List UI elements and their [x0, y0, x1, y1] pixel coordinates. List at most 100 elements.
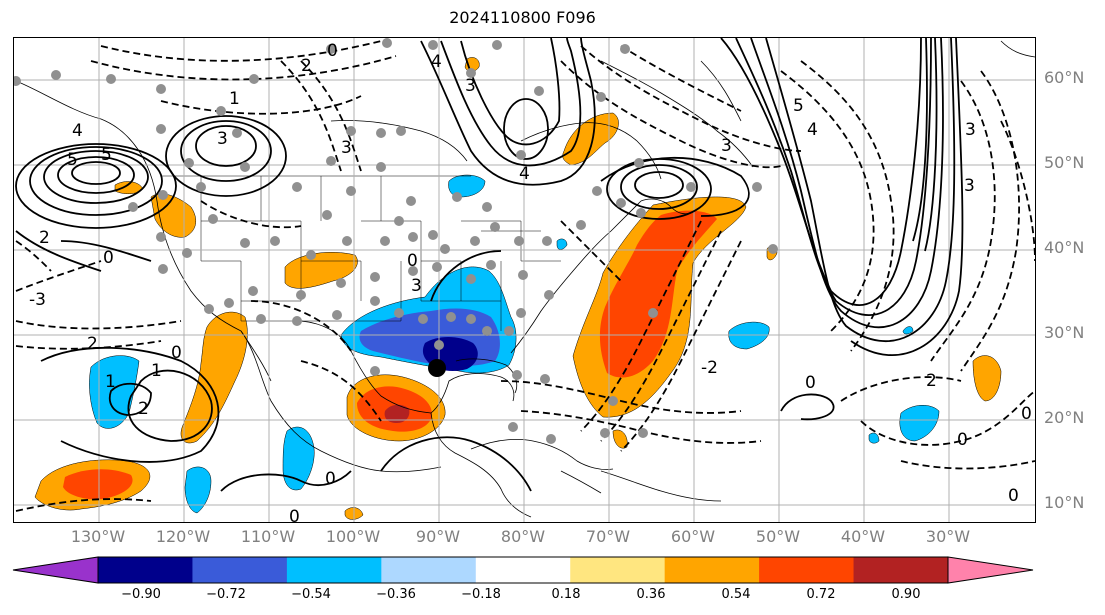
contour-label: 0	[103, 248, 114, 268]
lon-label: 60°W	[670, 527, 716, 546]
colorbar-tick-label: −0.54	[291, 587, 331, 602]
colorbar-segment	[98, 557, 193, 583]
lon-label: 40°W	[840, 527, 886, 546]
colorbar-segment	[13, 557, 98, 583]
colorbar-segment	[192, 557, 288, 583]
contour-labels: 3 5 4 3 2 1 0 4 3 4 5 4 3 3 2 0 1 0 2 2 …	[29, 41, 1032, 522]
contour-label: 0	[1021, 404, 1032, 424]
negative-area	[728, 321, 770, 350]
colorbar-tick-label: −0.72	[206, 587, 246, 602]
contour-label: 0	[327, 41, 338, 61]
contour-label: 4	[72, 121, 83, 141]
contour-label: 1	[105, 372, 116, 392]
positive-area	[612, 429, 628, 449]
contour-label: 3	[217, 129, 228, 149]
positive-area	[284, 252, 358, 289]
colorbar-segment	[948, 557, 1033, 583]
shaded-field	[34, 57, 1002, 520]
contour-label: 0	[407, 251, 418, 271]
contour-label: 0	[171, 343, 182, 363]
lon-label: 90°W	[415, 527, 461, 546]
lon-label: 130°W	[70, 527, 126, 546]
lon-label: 120°W	[155, 527, 211, 546]
contour-label: -2	[701, 358, 718, 378]
colorbar-segment	[381, 557, 477, 583]
contour-label: 2	[87, 334, 98, 354]
contour-label: 3	[721, 136, 732, 156]
negative-area	[89, 355, 140, 429]
contour-label: 3	[965, 120, 976, 140]
lat-label: 20°N	[1044, 408, 1085, 427]
contour-label: 4	[807, 120, 818, 140]
contour-label: 1	[229, 89, 240, 109]
contour-label: 0	[805, 373, 816, 393]
contour-label: -3	[29, 290, 46, 310]
contour-label: 2	[926, 371, 937, 391]
negative-area	[184, 466, 212, 514]
contour-label: 2	[39, 228, 50, 248]
contour-label: 0	[957, 430, 968, 450]
lon-label: 50°W	[755, 527, 801, 546]
very-strong-positive-area	[384, 404, 410, 423]
colorbar-segment	[664, 557, 760, 583]
strong-positive-area	[63, 469, 133, 500]
negative-contours	[15, 40, 1035, 512]
colorbar-tick-label: −0.36	[376, 587, 416, 602]
contour-label: 3	[964, 176, 975, 196]
contour-label: 5	[101, 145, 112, 165]
negative-area	[899, 405, 940, 442]
colorbar-outline-right	[947, 556, 1034, 584]
colorbar-tick-label: 0.72	[806, 587, 836, 602]
contour-label: 0	[325, 469, 336, 489]
positive-area	[150, 193, 197, 238]
colorbar-tick-label: 0.36	[636, 587, 666, 602]
contour-label: 4	[431, 52, 442, 72]
negative-area	[902, 326, 914, 335]
focus-point-marker	[428, 359, 446, 377]
political-borders	[161, 175, 561, 331]
negative-area	[448, 174, 486, 198]
map-canvas: 3 5 4 3 2 1 0 4 3 4 5 4 3 3 2 0 1 0 2 2 …	[14, 38, 1035, 522]
colorbar-segment	[286, 557, 382, 583]
colorbar-tick-label: 0.90	[891, 587, 921, 602]
lat-label: 30°N	[1044, 323, 1085, 342]
contour-label: 3	[465, 76, 476, 96]
colorbar-tick-label: 0.18	[551, 587, 581, 602]
lon-label: 110°W	[240, 527, 296, 546]
positive-area	[562, 112, 619, 166]
negative-area	[282, 426, 315, 491]
positive-area	[180, 311, 248, 444]
colorbar-segment	[475, 557, 571, 583]
strong-positive-area	[599, 210, 717, 378]
colorbar-segment	[759, 557, 855, 583]
positive-contours	[15, 38, 964, 492]
colorbar-segment	[853, 557, 949, 583]
contour-label: 1	[151, 361, 162, 381]
contour-label: 5	[793, 96, 804, 116]
contour-label: 4	[519, 164, 530, 184]
map-panel: 3 5 4 3 2 1 0 4 3 4 5 4 3 3 2 0 1 0 2 2 …	[13, 37, 1036, 523]
colorbar-segment	[570, 557, 666, 583]
negative-area	[556, 238, 568, 250]
colorbar-segments	[13, 557, 1033, 583]
lon-label: 30°W	[925, 527, 971, 546]
colorbar-tick-label: −0.90	[121, 587, 161, 602]
lon-label: 80°W	[500, 527, 546, 546]
map-title: 2024110800 F096	[449, 8, 596, 27]
contour-label: 5	[67, 150, 78, 170]
lon-label: 100°W	[325, 527, 381, 546]
negative-area	[868, 432, 880, 444]
lon-label: 70°W	[585, 527, 631, 546]
colorbar-tick-label: −0.18	[461, 587, 501, 602]
contour-label: 3	[341, 138, 352, 158]
positive-area	[972, 355, 1002, 402]
lat-lon-grid	[14, 38, 1035, 522]
station-markers	[14, 38, 778, 444]
colorbar-tick-label: 0.54	[721, 587, 751, 602]
contour-label: 3	[411, 276, 422, 296]
contour-label: 2	[138, 399, 149, 419]
lat-label: 60°N	[1044, 68, 1085, 87]
lat-label: 10°N	[1044, 493, 1085, 512]
contour-label: 0	[289, 507, 300, 522]
contour-label: 2	[301, 56, 312, 76]
